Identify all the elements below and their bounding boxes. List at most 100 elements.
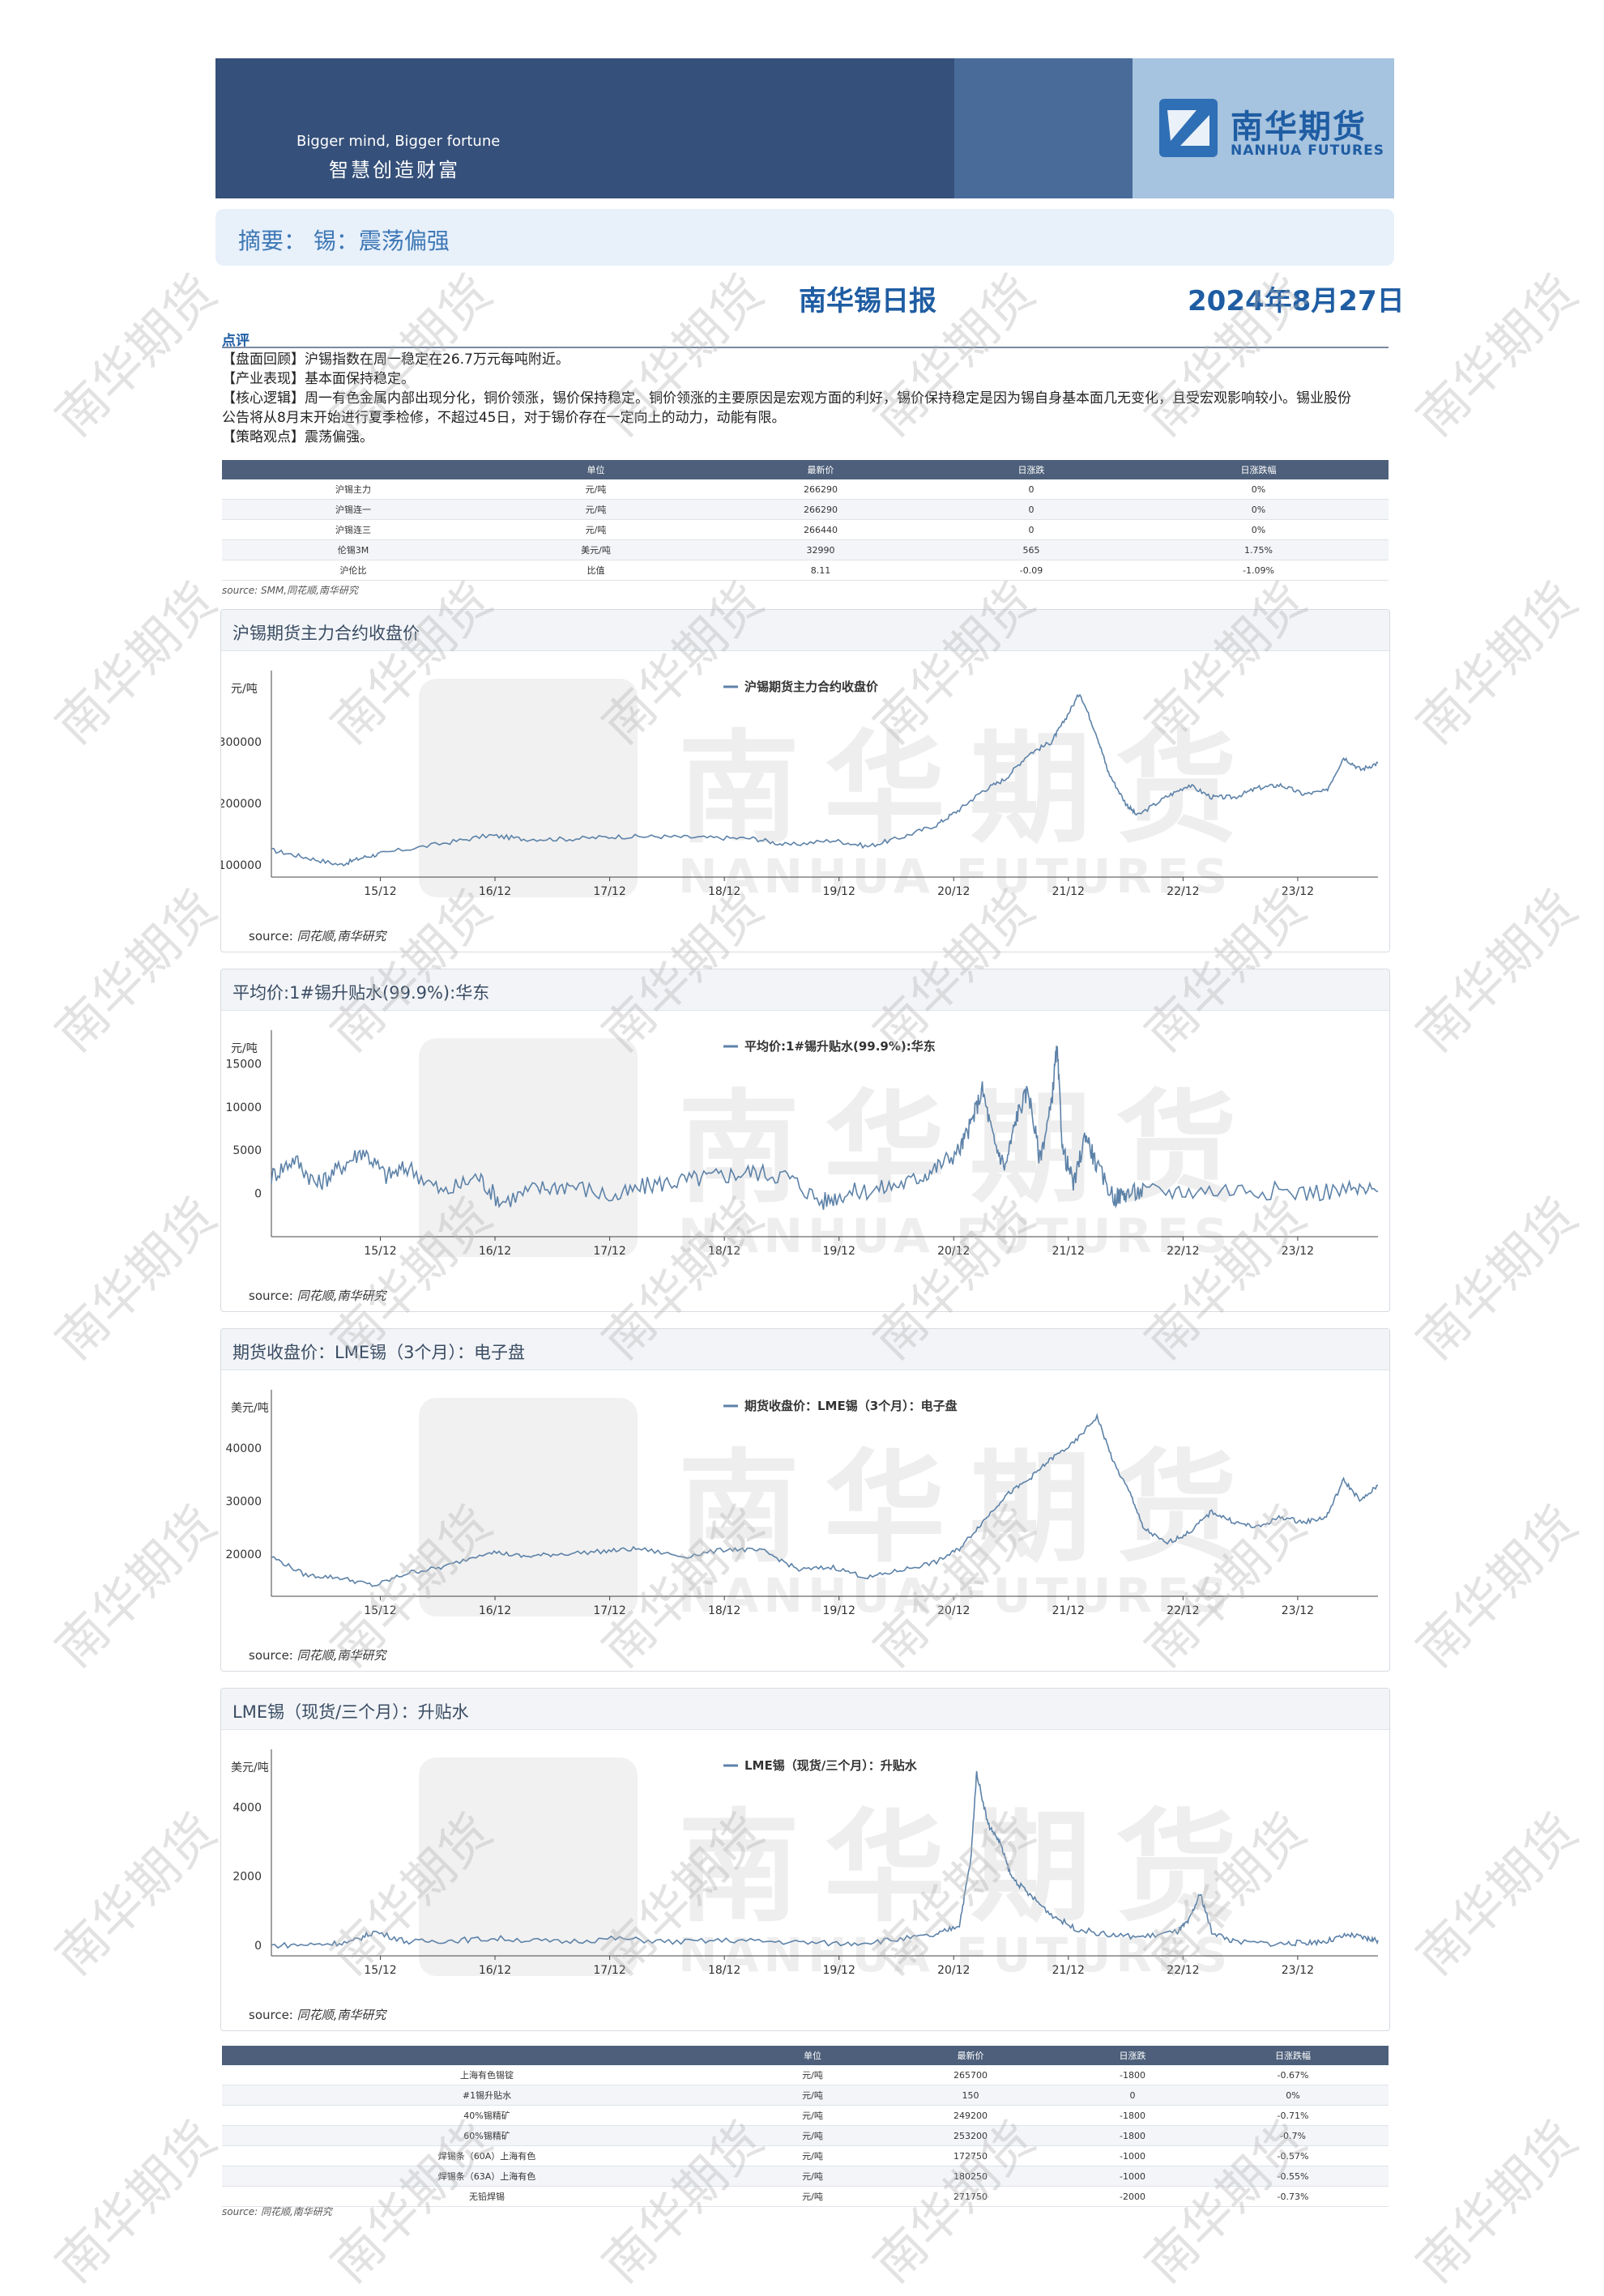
table-cell: -0.67% (1197, 2065, 1389, 2085)
table-cell: -1.09% (1128, 560, 1389, 581)
table-cell: 比值 (484, 560, 707, 581)
x-tick-label: 22/12 (1167, 1604, 1199, 1617)
table-row: 上海有色锡锭 元/吨 265700 -1800 -0.67% (222, 2065, 1389, 2085)
x-tick-label: 19/12 (823, 885, 855, 898)
table-cell: 266440 (707, 519, 934, 540)
legend-label: 期货收盘价：LME锡（3个月）：电子盘 (744, 1399, 958, 1413)
x-tick-label: 15/12 (364, 885, 396, 898)
x-tick-label: 21/12 (1052, 1604, 1085, 1617)
table-header: 日涨跌 (934, 460, 1128, 479)
y-tick-label: 0 (254, 1940, 262, 1953)
table-cell: 元/吨 (484, 499, 707, 520)
watermark-text: 南华期货 (44, 2110, 228, 2294)
x-tick-label: 23/12 (1282, 1245, 1314, 1258)
chart-svg: 美元/吨 0 2000 4000 15/12 16/12 17/12 18/12 19/12 20… (231, 1749, 1379, 1977)
table-cell: 元/吨 (752, 2065, 873, 2085)
table-cell: 焊锡条（60A）上海有色 (222, 2145, 752, 2166)
x-tick-label: 18/12 (708, 1245, 740, 1258)
x-tick-label: 15/12 (364, 1964, 396, 1977)
chart-panel-shfe-tin-close: 沪锡期货主力合约收盘价 南华期货 NANHUA FUTURES 元/吨 100000… (220, 609, 1390, 952)
table-cell: 焊锡条（63A）上海有色 (222, 2166, 752, 2187)
x-tick-label: 19/12 (823, 1604, 855, 1617)
y-tick-label: 2000 (232, 1871, 262, 1884)
x-tick-label: 22/12 (1167, 1964, 1199, 1977)
y-tick-label: 100000 (221, 859, 262, 872)
x-tick-label: 17/12 (593, 1245, 625, 1258)
chart-panel-lme-tin-spread: LME锡（现货/三个月）：升贴水 南华期货 NANHUA FUTURES 美元/吨… (220, 1688, 1390, 2031)
x-tick-label: 19/12 (823, 1245, 855, 1258)
x-tick-label: 20/12 (937, 1245, 970, 1258)
comment-line: 【策略观点】震荡偏强。 (222, 429, 373, 445)
y-tick-label: 0 (254, 1188, 262, 1201)
table-cell: -0.57% (1197, 2145, 1389, 2166)
watermark-text: 南华期货 (1405, 879, 1589, 1063)
watermark-text: 南华期货 (44, 879, 228, 1063)
table-header: 日涨跌 (1068, 2046, 1197, 2065)
table-row: 沪锡主力 元/吨 266290 0 0% (222, 479, 1389, 500)
x-tick-label: 20/12 (937, 1604, 970, 1617)
table-cell: 元/吨 (752, 2186, 873, 2207)
chart-svg: 元/吨 100000 200000 300000 15/12 16/12 17/12 18/1… (221, 671, 1379, 898)
table-cell: 元/吨 (484, 519, 707, 540)
table-cell: 32990 (707, 539, 934, 560)
table-cell: 元/吨 (752, 2145, 873, 2166)
y-tick-label: 30000 (225, 1496, 262, 1509)
table-cell: 172750 (873, 2145, 1068, 2166)
table-cell: -1800 (1068, 2105, 1197, 2126)
table1-source: source: SMM,同花顺,南华研究 (222, 585, 358, 596)
table2-source: source: 同花顺,南华研究 (222, 2206, 332, 2217)
table-row: 无铅焊锡 元/吨 271750 -2000 -0.73% (222, 2186, 1389, 2207)
table-cell: -0.7% (1197, 2125, 1389, 2146)
y-tick-label: 40000 (225, 1442, 262, 1455)
table-row: 60%锡精矿 元/吨 253200 -1800 -0.7% (222, 2125, 1389, 2146)
price-table-spot: 单位 最新价 日涨跌 日涨跌幅 上海有色锡锭 元/吨 265700 -1800 -0.6… (222, 2046, 1389, 2207)
panel-header: 期货收盘价：LME锡（3个月）：电子盘 (221, 1329, 1389, 1370)
table-cell: 0 (1068, 2085, 1197, 2106)
table-cell: 150 (873, 2085, 1068, 2106)
table-cell: -1800 (1068, 2065, 1197, 2085)
x-tick-label: 23/12 (1282, 885, 1314, 898)
table-cell: #1锡升贴水 (222, 2085, 752, 2106)
x-tick-label: 21/12 (1052, 1964, 1085, 1977)
y-tick-label: 200000 (221, 798, 262, 811)
watermark-text: 南华期货 (44, 1802, 228, 1987)
panel-source: source: 同花顺,南华研究 (249, 1289, 386, 1303)
series-line (271, 693, 1379, 867)
table-header: 单位 (484, 460, 707, 479)
table-cell: -1800 (1068, 2125, 1197, 2146)
x-tick-label: 23/12 (1282, 1604, 1314, 1617)
legend-label: 沪锡期货主力合约收盘价 (744, 679, 879, 694)
table-cell: 0 (934, 519, 1128, 540)
table-cell: 266290 (707, 479, 934, 500)
y-tick-label: 20000 (225, 1548, 262, 1561)
table-cell: 沪伦比 (222, 560, 484, 581)
table-row: #1锡升贴水 元/吨 150 0 0% (222, 2085, 1389, 2106)
comment-label: 点评 (222, 333, 250, 349)
watermark-text: 南华期货 (44, 1186, 228, 1371)
watermark-text: 南华期货 (1405, 1186, 1589, 1371)
comment-line: 【盘面回顾】沪锡指数在周一稳定在26.7万元每吨附近。 (222, 351, 570, 368)
price-table-futures: 单位 最新价 日涨跌 日涨跌幅 沪锡主力 元/吨 266290 0 0% 沪锡连一 元/吨… (222, 460, 1389, 581)
x-tick-label: 20/12 (937, 1964, 970, 1977)
table-cell: -1000 (1068, 2166, 1197, 2187)
summary-bar: 摘要： 锡：震荡偏强 (215, 209, 1394, 266)
unit-label: 元/吨 (231, 1042, 258, 1055)
panel-title: 沪锡期货主力合约收盘价 (232, 624, 420, 643)
table-row: 焊锡条（60A）上海有色 元/吨 172750 -1000 -0.57% (222, 2145, 1389, 2166)
slogan-cn: 智慧创造财富 (329, 159, 460, 181)
table-row: 沪伦比 比值 8.11 -0.09 -1.09% (222, 560, 1389, 581)
x-tick-label: 17/12 (593, 1964, 625, 1977)
nanhua-logo-icon (1159, 99, 1218, 157)
table-header (222, 460, 484, 479)
table-header: 最新价 (707, 460, 934, 479)
comment-line: 【产业表现】基本面保持稳定。 (222, 371, 415, 387)
table-cell: -2000 (1068, 2186, 1197, 2207)
table-cell: 8.11 (707, 560, 934, 581)
table-cell: -0.71% (1197, 2105, 1389, 2126)
y-tick-label: 300000 (221, 736, 262, 749)
x-tick-label: 15/12 (364, 1245, 396, 1258)
table-cell: 249200 (873, 2105, 1068, 2126)
table-cell: 266290 (707, 499, 934, 520)
logo-text-en: NANHUA FUTURES (1231, 143, 1384, 159)
chart-svg: 元/吨 0 5000 10000 15000 15/12 16/12 17/12 18/12 19… (225, 1030, 1379, 1258)
